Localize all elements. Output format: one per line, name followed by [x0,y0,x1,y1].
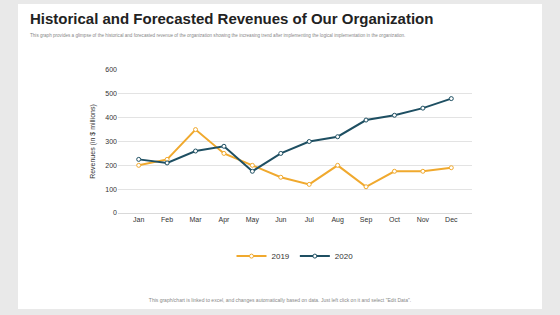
svg-text:Mar: Mar [190,216,203,223]
svg-text:2019: 2019 [272,252,290,261]
svg-text:Oct: Oct [389,216,400,223]
svg-text:600: 600 [105,66,117,73]
html-text:Historical and Forecasted Reve: Historical and Forecasted Revenues of Ou… [30,10,434,27]
svg-text:500: 500 [105,90,117,97]
svg-text:100: 100 [105,186,117,193]
svg-text:Dec: Dec [445,216,458,223]
html-text:This graph provides a glimpse: This graph provides a glimpse of the his… [30,33,406,38]
svg-text:Feb: Feb [161,216,173,223]
svg-text:Revenues (in $ millions): Revenues (in $ millions) [89,104,97,179]
svg-text:May: May [246,216,260,224]
svg-text:Jul: Jul [305,216,314,223]
svg-text:Aug: Aug [331,216,344,224]
svg-text:2020: 2020 [335,252,353,261]
svg-text:300: 300 [105,138,117,145]
svg-text:400: 400 [105,114,117,121]
svg-text:200: 200 [105,162,117,169]
html-text:This graph/chart is linked to: This graph/chart is linked to excel, and… [148,297,412,303]
svg-text:Apr: Apr [218,216,230,224]
svg-text:0: 0 [113,209,117,216]
svg-text:Sep: Sep [360,216,373,224]
svg-text:Jan: Jan [133,216,144,223]
svg-text:Nov: Nov [417,216,430,223]
svg-text:Jun: Jun [275,216,286,223]
